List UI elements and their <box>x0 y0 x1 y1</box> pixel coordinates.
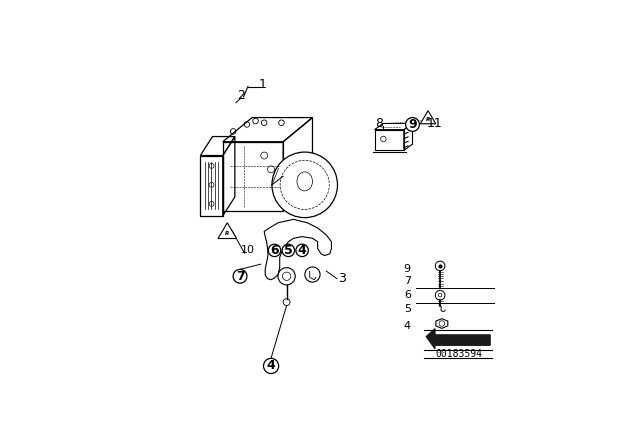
Circle shape <box>296 244 308 257</box>
Text: 7: 7 <box>404 276 411 286</box>
Text: 6: 6 <box>404 290 411 300</box>
Circle shape <box>406 117 419 131</box>
Circle shape <box>233 269 247 283</box>
Text: R: R <box>225 231 229 236</box>
Circle shape <box>272 152 337 218</box>
Polygon shape <box>420 111 436 124</box>
Text: 4: 4 <box>267 359 275 372</box>
Circle shape <box>268 244 281 257</box>
Text: 9: 9 <box>408 118 417 131</box>
Text: 11: 11 <box>426 117 442 130</box>
Text: 3: 3 <box>338 272 346 285</box>
Text: 5: 5 <box>404 304 411 314</box>
Text: 5: 5 <box>284 244 292 257</box>
Text: 00183594: 00183594 <box>435 349 482 359</box>
Text: 9: 9 <box>404 264 411 274</box>
Text: 10: 10 <box>241 246 255 255</box>
Circle shape <box>282 244 294 257</box>
Text: 7: 7 <box>236 270 244 283</box>
Text: 4: 4 <box>404 321 411 331</box>
Text: R: R <box>426 117 430 122</box>
Text: 4: 4 <box>298 244 307 257</box>
Text: 2: 2 <box>237 89 245 102</box>
Polygon shape <box>426 329 490 349</box>
Circle shape <box>264 358 278 374</box>
Text: 6: 6 <box>270 244 279 257</box>
Polygon shape <box>218 223 237 238</box>
Text: 8: 8 <box>375 117 383 130</box>
Text: 1: 1 <box>259 78 266 91</box>
